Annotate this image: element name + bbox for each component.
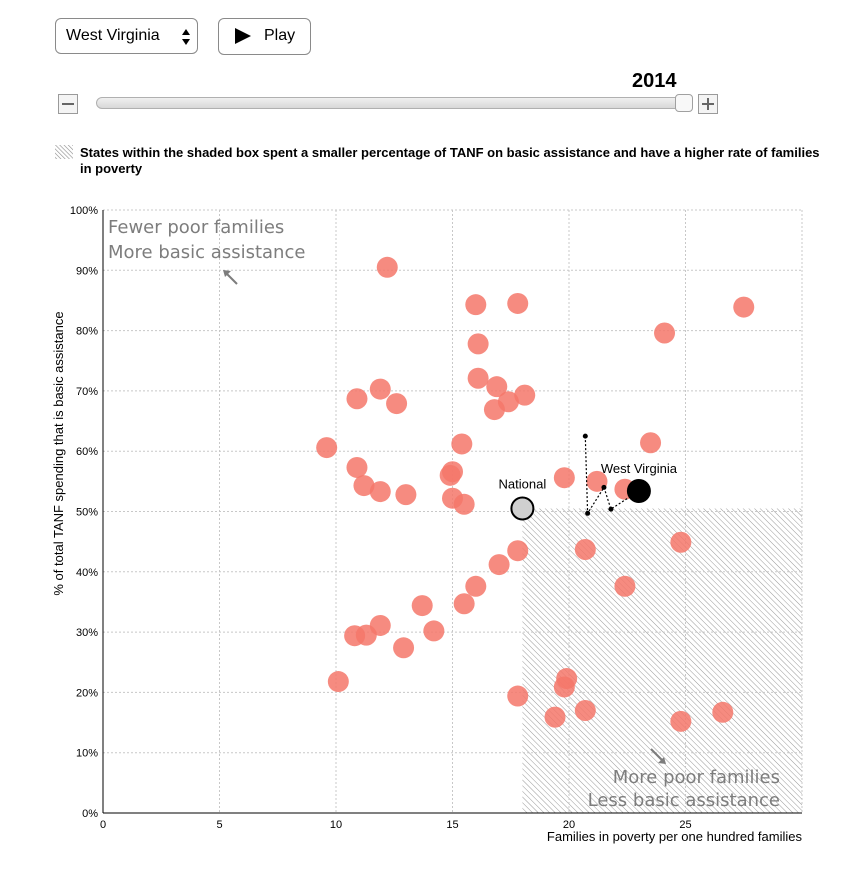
year-decrement-button[interactable] — [58, 94, 78, 114]
state-point — [640, 432, 662, 454]
national-point — [510, 496, 535, 521]
x-tick-label: 25 — [679, 819, 691, 831]
annotation-text: More basic assistance — [108, 242, 305, 263]
y-tick-label: 0% — [82, 808, 98, 820]
west-virginia-point — [626, 478, 651, 503]
state-point — [488, 554, 510, 576]
arrow-up-left-icon — [223, 270, 231, 277]
y-tick-label: 50% — [76, 507, 98, 519]
play-button[interactable]: Play — [218, 18, 311, 55]
west-virginia-trail-point — [582, 433, 588, 439]
y-tick-label: 30% — [76, 627, 98, 639]
x-tick-label: 20 — [563, 819, 575, 831]
state-point — [346, 388, 368, 410]
year-slider[interactable] — [96, 97, 692, 109]
state-point — [712, 701, 734, 723]
scatter-chart: 0 5 10 15 20 25 0% 10% 20% 30% 40% 50% 60% 70% 80% 90% 1… — [51, 205, 803, 844]
select-arrows-icon — [182, 29, 190, 45]
state-point — [353, 475, 375, 497]
state-point — [453, 493, 475, 515]
state-point — [483, 399, 505, 421]
state-point — [442, 461, 463, 483]
play-label: Play — [264, 27, 296, 44]
annotation-text: Fewer poor families — [108, 217, 284, 238]
state-point — [393, 637, 415, 659]
x-tick-label: 0 — [100, 819, 106, 831]
west-virginia-trail-point — [601, 484, 607, 490]
state-point — [670, 531, 692, 553]
y-tick-label: 20% — [76, 687, 98, 699]
state-point — [507, 540, 529, 562]
y-tick-label: 100% — [70, 205, 98, 217]
arrow-down-right-icon — [650, 748, 663, 761]
y-tick-label: 60% — [76, 446, 98, 458]
national-label: National — [499, 476, 547, 491]
state-point — [514, 384, 536, 406]
x-axis-label: Families in poverty per one hundred fami… — [547, 829, 803, 844]
state-point — [507, 292, 529, 314]
annotation-text: Less basic assistance — [588, 790, 780, 811]
y-axis-label: % of total TANF spending that is basic a… — [51, 311, 66, 595]
state-select-value: West Virginia — [66, 27, 160, 44]
state-point — [574, 538, 596, 560]
state-point — [423, 620, 445, 642]
state-point — [486, 376, 508, 398]
west-virginia-trail-point — [608, 506, 614, 512]
y-tick-label: 90% — [76, 265, 98, 277]
y-tick-label: 40% — [76, 567, 98, 579]
annotation-text: More poor families — [613, 767, 780, 788]
state-point — [395, 484, 417, 506]
x-tick-label: 10 — [330, 819, 342, 831]
state-point — [467, 333, 489, 355]
state-select[interactable]: West Virginia — [55, 18, 198, 54]
state-point — [346, 456, 368, 478]
state-point — [453, 593, 475, 615]
state-point — [465, 294, 487, 316]
shaded-box-note: States within the shaded box spent a sma… — [80, 145, 820, 176]
state-point — [654, 322, 676, 344]
state-point — [465, 575, 487, 597]
x-tick-label: 15 — [446, 819, 458, 831]
state-point — [467, 367, 489, 389]
y-tick-label: 10% — [76, 748, 98, 760]
west-virginia-label: West Virginia — [601, 461, 678, 476]
west-virginia-trail — [584, 436, 640, 516]
state-point — [733, 296, 755, 318]
state-point — [553, 676, 575, 698]
arrow-up-left-icon — [225, 272, 238, 285]
state-point — [369, 378, 391, 400]
year-increment-button[interactable] — [698, 94, 718, 114]
state-point — [574, 699, 596, 721]
hatch-swatch-icon — [55, 145, 73, 159]
state-point — [411, 595, 433, 617]
state-point — [376, 256, 398, 278]
y-tick-label: 70% — [76, 386, 98, 398]
state-point — [670, 710, 692, 732]
state-point — [614, 575, 636, 597]
state-point — [553, 467, 575, 489]
state-point — [344, 625, 366, 647]
y-tick-label: 80% — [76, 326, 98, 338]
state-point — [327, 671, 349, 693]
west-virginia-trail-point — [585, 510, 591, 516]
state-point — [316, 437, 338, 459]
year-slider-thumb[interactable] — [675, 94, 693, 112]
play-icon — [235, 28, 251, 44]
state-point — [507, 685, 529, 707]
state-point — [451, 433, 473, 455]
state-point — [386, 393, 408, 415]
x-tick-label: 5 — [216, 819, 222, 831]
year-label: 2014 — [632, 70, 677, 92]
state-point — [369, 481, 391, 503]
arrow-down-right-icon — [658, 757, 666, 764]
state-point — [544, 706, 566, 728]
